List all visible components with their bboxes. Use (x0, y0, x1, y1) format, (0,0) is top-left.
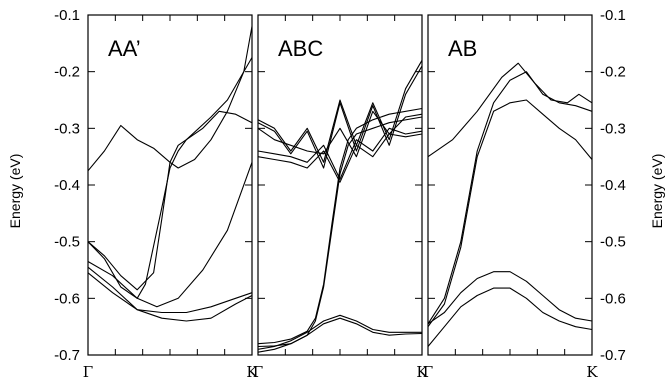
panel-title: ABC (278, 36, 323, 61)
panel-3: AB Γ K (423, 14, 598, 381)
band-line-8 (257, 314, 422, 350)
y-tick-label-right: -0.2 (600, 64, 626, 81)
panel-frame (257, 14, 423, 356)
panel-frame (427, 14, 593, 356)
band-line-6 (87, 272, 253, 314)
y-tick-label-left: -0.3 (54, 120, 80, 137)
band-line-3 (427, 99, 593, 328)
band-line-1 (87, 26, 253, 172)
y-tick-label-left: -0.5 (54, 234, 80, 251)
x-tick-label: Γ (83, 363, 93, 381)
x-tick-label: K (586, 363, 598, 381)
y-tick-label-right: -0.3 (600, 120, 626, 137)
y-tick-label-left: -0.7 (54, 347, 80, 364)
band-line-9 (257, 317, 423, 353)
y-tick-label-left: -0.1 (54, 7, 80, 24)
band-line-2 (87, 57, 253, 299)
y-tick-labels: -0.1 -0.1 -0.2 -0.2 -0.3 -0.3 -0.4 -0.4 -0.5 -0.5… (54, 7, 626, 364)
y-tick-label-right: -0.1 (600, 7, 626, 24)
band-line-3 (257, 110, 423, 158)
y-axis-title-left: Energy (eV) (7, 154, 23, 229)
band-line-5 (427, 287, 593, 347)
x-tick-label: Γ (253, 363, 263, 381)
x-tick-label: K (246, 363, 258, 381)
panel-title: AB (448, 36, 477, 61)
panel-frame (87, 14, 253, 356)
y-tick-label-left: -0.4 (54, 177, 80, 194)
panel-title: AA’ (108, 36, 141, 61)
y-tick-label-right: -0.5 (600, 234, 626, 251)
band-line-5 (87, 266, 253, 322)
band-line-5 (257, 133, 423, 183)
band-line-4 (427, 271, 593, 325)
x-tick-label: K (416, 363, 428, 381)
band-line-2 (257, 65, 423, 169)
band-line-3 (87, 110, 253, 291)
x-tick-label: Γ (423, 363, 433, 381)
panel-1: AA’ Γ K (83, 14, 258, 381)
y-tick-label-left: -0.6 (54, 290, 80, 307)
panel-2: ABC Γ K (253, 14, 428, 381)
band-line-7 (257, 107, 423, 345)
y-tick-label-right: -0.6 (600, 290, 626, 307)
band-line-6 (257, 116, 423, 348)
band-line-4 (257, 127, 423, 180)
band-line-4 (87, 162, 253, 308)
band-line-1 (427, 62, 593, 158)
y-tick-label-right: -0.7 (600, 347, 626, 364)
band-line-2 (427, 71, 593, 325)
y-axis-title-right: Energy (eV) (649, 154, 665, 229)
y-tick-label-right: -0.4 (600, 177, 626, 194)
y-tick-label-left: -0.2 (54, 64, 80, 81)
band-line-1 (257, 60, 423, 163)
